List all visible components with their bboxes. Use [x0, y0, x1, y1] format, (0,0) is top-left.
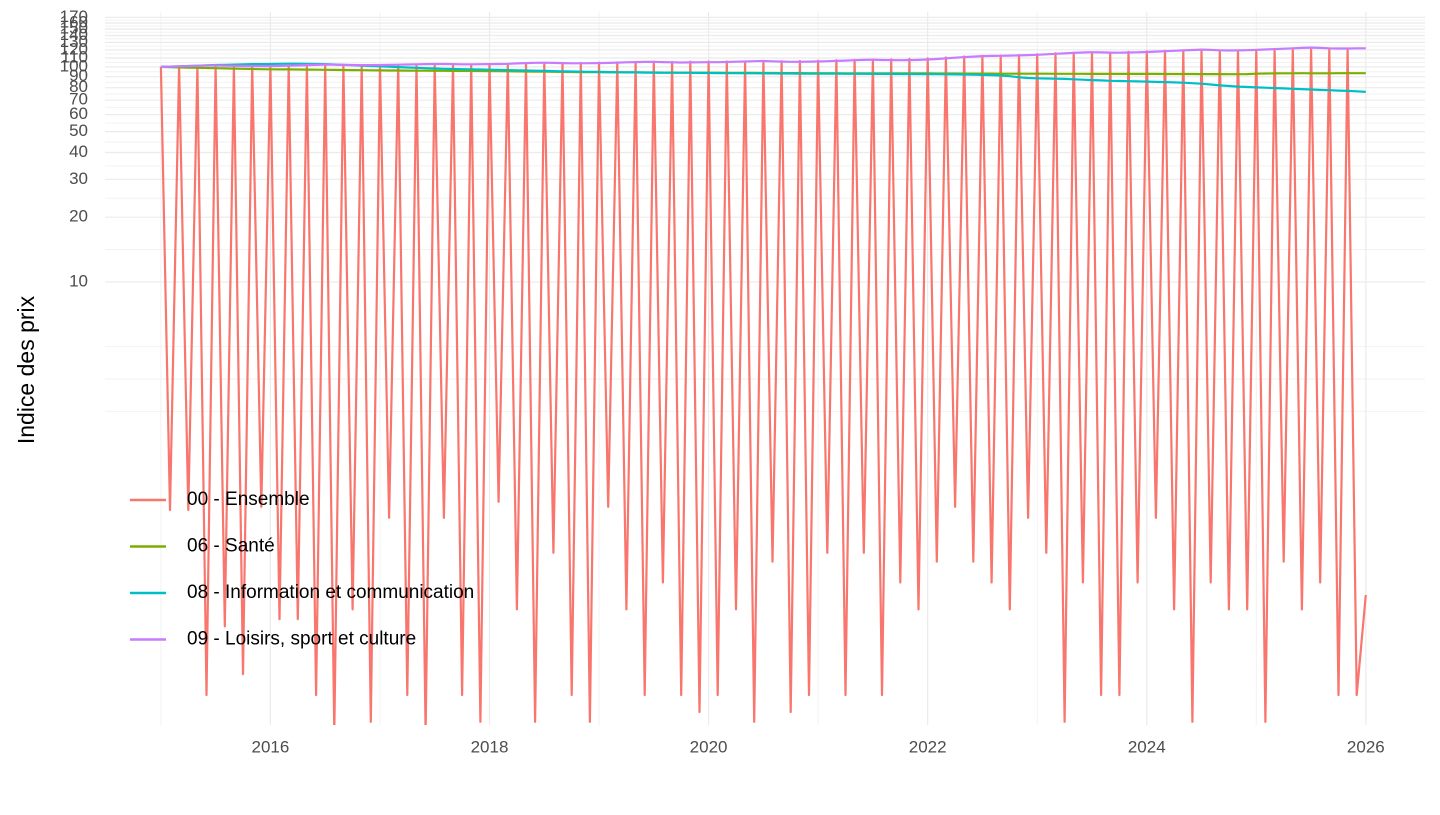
- lines: [159, 46, 1367, 725]
- y-tick-label: 30: [69, 169, 88, 188]
- y-tick-label: 110: [61, 47, 88, 66]
- legend-label: 00 - Ensemble: [187, 489, 310, 510]
- y-tick-label: 130: [60, 32, 88, 51]
- ticks: 10 20 30 40 50607080901001101201301401501601…: [60, 7, 1385, 757]
- series-line: [160, 46, 1366, 68]
- x-tick-label: 2022: [909, 737, 947, 756]
- y-tick-label: 90: [69, 66, 88, 85]
- y-tick-label: 10: [69, 271, 88, 290]
- legend-label: 08 - Information et communication: [187, 582, 474, 603]
- x-tick-label: 2018: [471, 737, 509, 756]
- x-tick-label: 2016: [251, 737, 289, 756]
- y-tick-label: 60: [69, 104, 88, 123]
- y-tick-label: 160: [60, 12, 88, 31]
- y-tick-label: 20: [69, 207, 88, 226]
- y-axis-label: Indice des prix: [13, 295, 39, 444]
- legend-label: 09 - Loisirs, sport et culture: [187, 629, 416, 650]
- x-tick-label: 2020: [690, 737, 728, 756]
- y-tick-label: 100: [60, 56, 88, 75]
- y-tick-label: 170: [60, 7, 88, 26]
- legend-label: 06 - Santé: [187, 536, 275, 557]
- y-tick-label: 140: [60, 25, 88, 44]
- legend: 00 - Ensemble 06 - Santé 08 - Information …: [130, 489, 474, 650]
- y-tick-label: 70: [69, 90, 88, 109]
- y-tick-label: 50: [69, 121, 88, 140]
- y-tick-label: 150: [60, 19, 88, 38]
- y-tick-label: 80: [69, 77, 88, 96]
- y-tick-label: 40: [69, 142, 88, 161]
- x-tick-label: 2024: [1128, 737, 1166, 756]
- x-tick-label: 2026: [1347, 737, 1385, 756]
- y-tick-label: 120: [60, 39, 88, 58]
